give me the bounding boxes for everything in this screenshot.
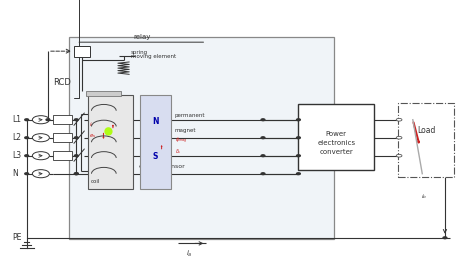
Circle shape: [25, 137, 28, 139]
Bar: [69, 37, 334, 239]
Text: L3: L3: [12, 151, 22, 160]
Text: coil: coil: [91, 179, 100, 184]
Bar: [398, 103, 455, 177]
Circle shape: [261, 173, 265, 175]
Text: $i_r$: $i_r$: [89, 120, 94, 129]
Bar: [53, 115, 72, 124]
Text: N: N: [12, 169, 18, 178]
Text: $\phi_{mag}$: $\phi_{mag}$: [174, 136, 187, 146]
Circle shape: [74, 119, 78, 121]
Bar: [140, 95, 171, 190]
Ellipse shape: [104, 127, 113, 136]
Text: $i_a$: $i_a$: [186, 249, 193, 259]
Circle shape: [74, 137, 78, 139]
Circle shape: [25, 173, 28, 175]
Text: PE: PE: [12, 233, 22, 242]
Circle shape: [74, 155, 78, 157]
Bar: [74, 46, 91, 57]
Circle shape: [32, 152, 49, 160]
Bar: [299, 104, 374, 170]
Circle shape: [396, 154, 402, 157]
Text: permanent: permanent: [174, 113, 205, 118]
Text: relay: relay: [134, 34, 151, 40]
Text: current sensor: current sensor: [119, 158, 185, 168]
Circle shape: [32, 170, 49, 178]
Text: N: N: [152, 117, 159, 126]
Circle shape: [32, 116, 49, 124]
Circle shape: [74, 173, 78, 175]
Text: L2: L2: [12, 133, 21, 142]
Circle shape: [261, 137, 265, 139]
Text: L1: L1: [12, 115, 21, 124]
Text: S: S: [153, 152, 158, 161]
Circle shape: [46, 119, 50, 121]
Circle shape: [261, 155, 265, 157]
Circle shape: [32, 134, 49, 142]
Circle shape: [25, 119, 28, 121]
Ellipse shape: [103, 130, 114, 161]
Bar: [88, 95, 133, 190]
Text: Load: Load: [417, 126, 435, 135]
Ellipse shape: [101, 126, 116, 166]
Text: spring: spring: [131, 50, 148, 55]
Bar: [53, 133, 72, 142]
Circle shape: [261, 119, 265, 121]
Circle shape: [297, 155, 301, 157]
Text: magnet: magnet: [174, 128, 196, 133]
Text: electronics: electronics: [317, 140, 356, 146]
Text: $\delta_s$: $\delta_s$: [174, 148, 181, 157]
Bar: [53, 151, 72, 160]
Circle shape: [297, 119, 301, 121]
Text: moving element: moving element: [131, 54, 176, 59]
Text: $e_s$: $e_s$: [89, 132, 96, 140]
Circle shape: [443, 237, 447, 239]
Text: converter: converter: [319, 149, 353, 155]
Circle shape: [74, 173, 78, 175]
Text: RCD: RCD: [53, 78, 71, 87]
Circle shape: [25, 155, 28, 157]
Ellipse shape: [100, 122, 117, 169]
Circle shape: [297, 173, 301, 175]
Circle shape: [396, 118, 402, 121]
Circle shape: [297, 137, 301, 139]
Bar: [86, 90, 121, 96]
Text: Power: Power: [326, 131, 347, 137]
Text: $i_b$: $i_b$: [420, 192, 427, 200]
Circle shape: [396, 136, 402, 139]
